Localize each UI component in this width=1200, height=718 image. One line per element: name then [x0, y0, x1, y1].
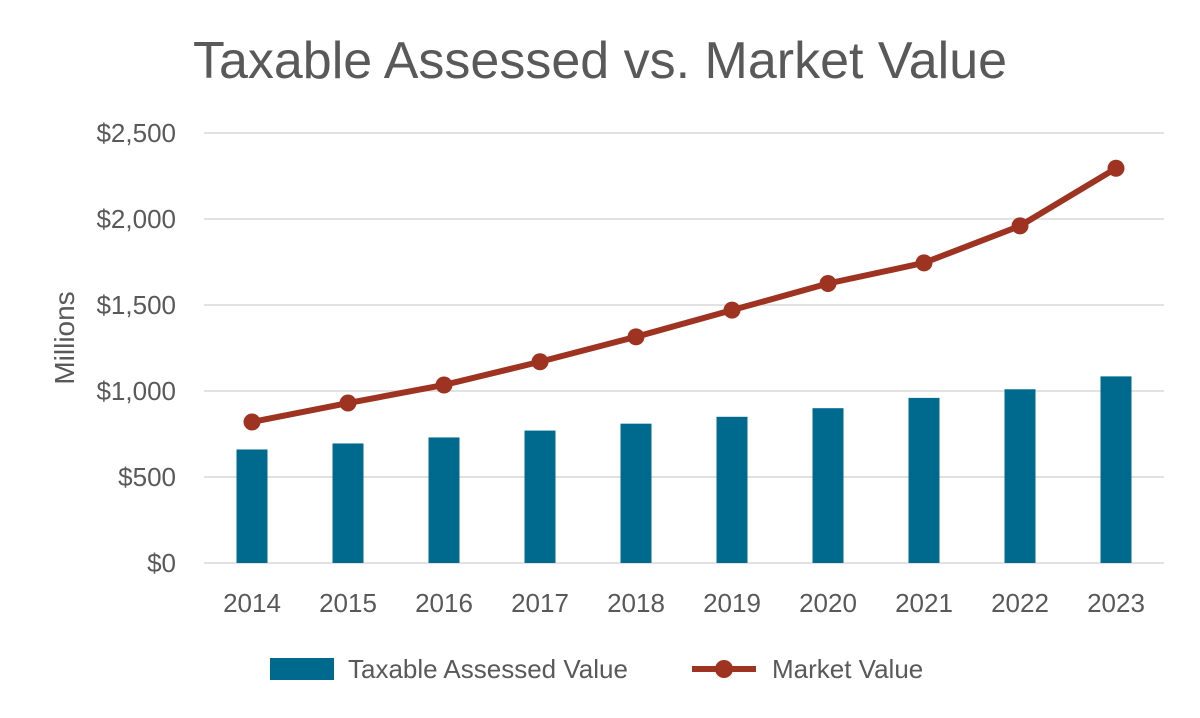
line-series	[243, 159, 1125, 431]
line-point	[627, 328, 645, 346]
bar	[524, 430, 556, 563]
y-tick-label: $2,500	[96, 118, 176, 148]
y-tick-label: $2,000	[96, 204, 176, 234]
x-tick-label: 2014	[223, 588, 281, 618]
y-axis-label: Millions	[49, 291, 80, 384]
bar-series	[236, 376, 1132, 563]
bar	[428, 437, 460, 563]
line-point	[435, 376, 453, 394]
x-tick-label: 2022	[991, 588, 1049, 618]
bar	[1100, 376, 1132, 563]
line-point	[819, 275, 837, 292]
line-point	[915, 254, 933, 272]
line-point	[1107, 159, 1125, 177]
line-point	[531, 353, 549, 371]
x-tick-label: 2016	[415, 588, 473, 618]
bar	[620, 423, 652, 563]
bar	[908, 397, 940, 563]
x-tick-label: 2023	[1087, 588, 1145, 618]
bar	[236, 449, 268, 563]
bar	[1004, 389, 1036, 563]
bar	[812, 408, 844, 563]
y-tick-labels: $0 $500 $1,000 $1,500 $2,000 $2,500	[96, 118, 176, 578]
line-point	[243, 413, 261, 431]
x-tick-label: 2020	[799, 588, 857, 618]
y-tick-label: $0	[147, 548, 176, 578]
y-tick-label: $500	[118, 462, 176, 492]
x-tick-label: 2019	[703, 588, 761, 618]
legend-label: Market Value	[772, 654, 923, 684]
legend: Taxable Assessed Value Market Value	[270, 654, 923, 684]
legend-swatch-bar	[270, 658, 334, 680]
bar	[716, 416, 748, 563]
line-point	[723, 301, 741, 319]
line-point	[1011, 217, 1029, 235]
legend-label: Taxable Assessed Value	[348, 654, 628, 684]
chart-title: Taxable Assessed vs. Market Value	[193, 32, 1007, 90]
gridlines	[204, 132, 1164, 564]
series-line	[249, 165, 1119, 425]
x-tick-label: 2015	[319, 588, 377, 618]
line-point	[339, 394, 357, 412]
x-tick-label: 2017	[511, 588, 569, 618]
legend-swatch-marker	[715, 660, 733, 678]
x-tick-label: 2018	[607, 588, 665, 618]
bar	[332, 443, 364, 563]
y-tick-label: $1,500	[96, 290, 176, 320]
x-tick-label: 2021	[895, 588, 953, 618]
x-tick-labels: 2014 2015 2016 2017 2018 2019 2020 2021 2022 2023	[223, 588, 1145, 618]
y-tick-label: $1,000	[96, 376, 176, 406]
